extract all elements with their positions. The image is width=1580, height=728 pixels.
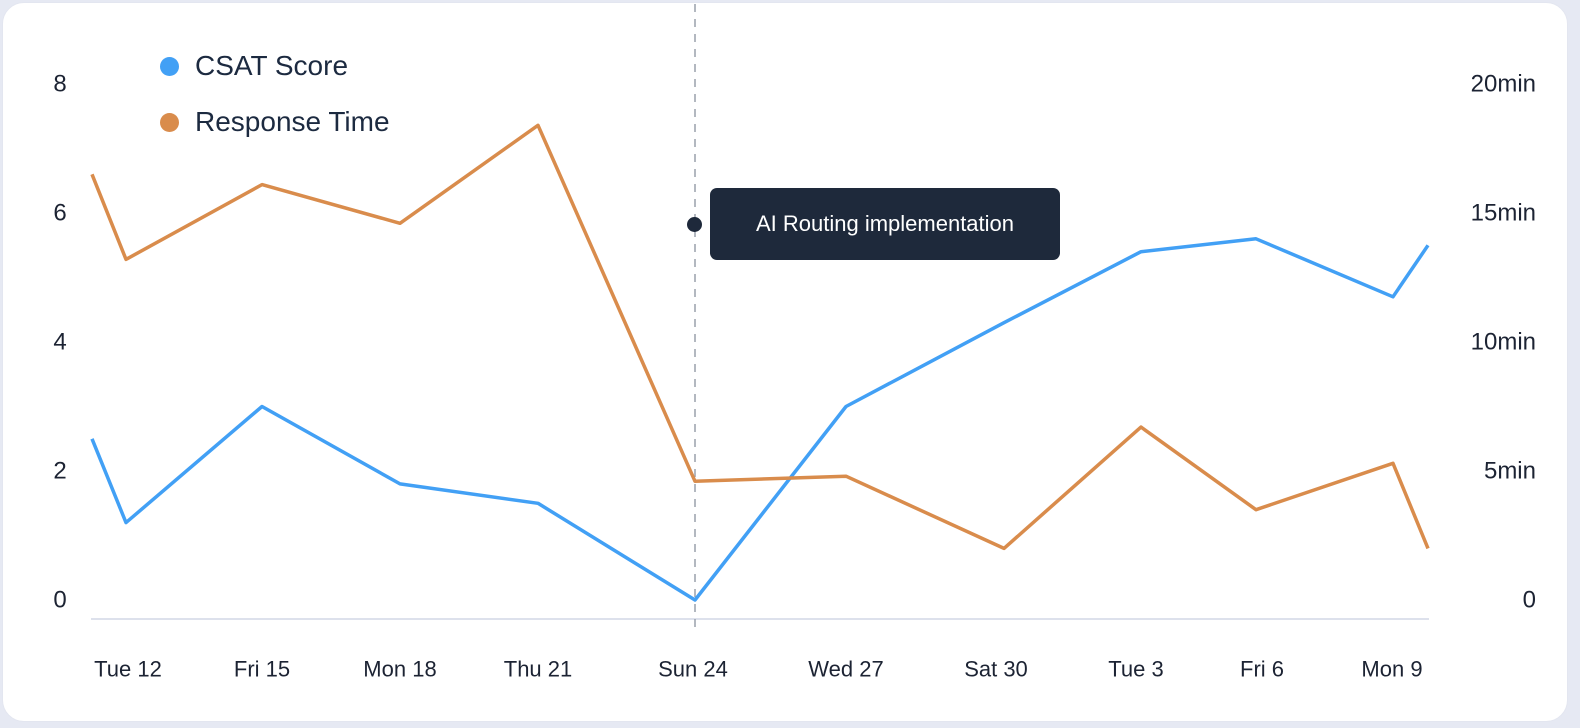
- y-left-tick-label: 4: [53, 329, 66, 356]
- x-tick-label: Sun 24: [658, 657, 728, 682]
- legend: CSAT Score Response Time: [160, 38, 390, 150]
- x-tick-label: Mon 9: [1361, 657, 1422, 682]
- legend-label: CSAT Score: [195, 50, 349, 81]
- legend-item-response-time[interactable]: Response Time: [160, 94, 390, 150]
- x-axis: Tue 12 Fri 15 Mon 18 Thu 21 Sun 24 Wed 27 Sat …: [94, 657, 1422, 682]
- y-right-tick-label: 0: [1523, 587, 1536, 614]
- y-right-tick-label: 5min: [1484, 458, 1536, 485]
- response-time-line[interactable]: [90, 123, 1430, 551]
- x-tick-label: Wed 27: [808, 657, 883, 682]
- y-axis-right: 0 5min 10min 15min 20min: [1471, 71, 1536, 614]
- y-left-tick-label: 2: [53, 458, 66, 485]
- legend-label: Response Time: [195, 106, 390, 137]
- y-left-tick-label: 0: [53, 587, 66, 614]
- annotation-marker-icon: [687, 217, 702, 232]
- x-tick-label: Mon 18: [363, 657, 436, 682]
- csat-dot-icon: [160, 56, 179, 76]
- y-right-tick-label: 15min: [1471, 200, 1536, 227]
- response-time-dot-icon: [160, 112, 179, 132]
- x-tick-label: Thu 21: [504, 657, 573, 682]
- y-left-tick-label: 8: [53, 71, 66, 98]
- y-left-tick-label: 6: [53, 200, 66, 227]
- x-tick-label: Fri 15: [234, 657, 290, 682]
- csat-score-line[interactable]: [90, 237, 1430, 602]
- x-tick-label: Fri 6: [1240, 657, 1284, 682]
- tooltip-label: AI Routing implementation: [755, 211, 1015, 236]
- y-right-tick-label: 20min: [1471, 71, 1536, 98]
- annotation-tooltip: AI Routing implementation: [710, 188, 1060, 260]
- x-tick-label: Sat 30: [964, 657, 1028, 682]
- y-right-tick-label: 10min: [1471, 329, 1536, 356]
- x-tick-label: Tue 3: [1108, 657, 1163, 682]
- x-tick-label: Tue 12: [94, 657, 162, 682]
- legend-item-csat[interactable]: CSAT Score: [160, 38, 390, 94]
- y-axis-left: 0 2 4 6 8: [53, 71, 66, 614]
